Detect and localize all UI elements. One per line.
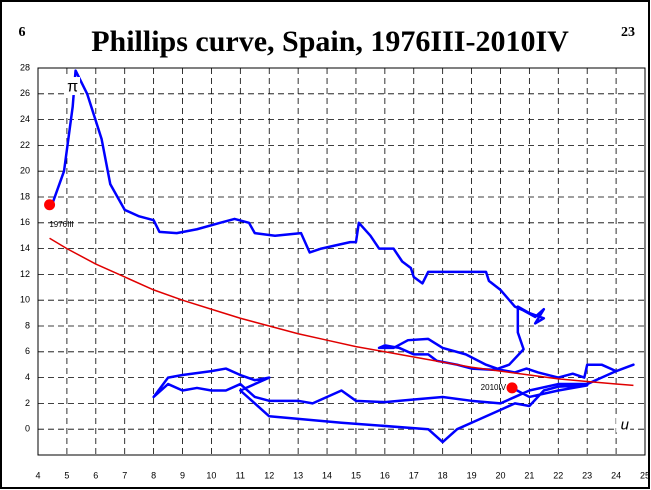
x-tick-label: 15 [351, 470, 361, 480]
x-tick-label: 12 [264, 470, 274, 480]
plot-border [37, 67, 646, 456]
x-tick-label: 16 [380, 470, 390, 480]
y-tick-label: 20 [20, 166, 30, 176]
x-tick-label: 17 [409, 470, 419, 480]
x-tick-label: 21 [524, 470, 534, 480]
point-marker [44, 199, 56, 211]
series-line [49, 237, 634, 387]
x-tick-label: 7 [122, 470, 127, 480]
x-tick-label: 23 [582, 470, 592, 480]
y-tick-label: 28 [20, 62, 30, 72]
point-marker [506, 382, 518, 394]
x-tick-label: 20 [495, 470, 505, 480]
x-tick-label: 6 [93, 470, 98, 480]
y-tick-label: 24 [20, 114, 30, 124]
chart-title: Phillips curve, Spain, 1976III-2010IV [91, 25, 569, 58]
x-tick-label: 13 [293, 470, 303, 480]
y-tick-label: 12 [20, 269, 30, 279]
y-tick-label: 6 [25, 346, 30, 356]
y-tick-label: 16 [20, 217, 30, 227]
x-axis-label: u [621, 416, 630, 433]
y-tick-label: 0 [25, 424, 30, 434]
page-number: 6 [19, 25, 26, 40]
x-tick-label: 19 [467, 470, 477, 480]
x-tick-label: 22 [553, 470, 563, 480]
x-tick-label: 10 [206, 470, 216, 480]
x-tick-label: 5 [64, 470, 69, 480]
point-label: 2010IV [481, 383, 507, 392]
x-tick-label: 24 [611, 470, 621, 480]
point-label: 1976III [49, 220, 73, 229]
label-bg [616, 416, 631, 433]
y-tick-label: 8 [25, 320, 30, 330]
x-tick-label: 8 [151, 470, 156, 480]
x-tick-label: 18 [438, 470, 448, 480]
x-tick-label: 9 [180, 470, 185, 480]
page-number: 23 [621, 25, 635, 40]
x-tick-label: 4 [35, 470, 40, 480]
y-axis-label: π [67, 79, 78, 96]
y-tick-label: 22 [20, 140, 30, 150]
x-tick-label: 14 [322, 470, 332, 480]
plot-area [38, 68, 645, 455]
label-bg [64, 77, 81, 96]
series-line [49, 69, 635, 444]
x-tick-label: 25 [640, 470, 650, 480]
y-tick-label: 10 [20, 295, 30, 305]
y-tick-label: 18 [20, 191, 30, 201]
x-tick-label: 11 [236, 470, 245, 480]
y-tick-label: 26 [20, 88, 30, 98]
y-tick-label: 2 [25, 398, 30, 408]
y-tick-label: 14 [20, 243, 30, 253]
y-tick-label: 4 [25, 372, 30, 382]
